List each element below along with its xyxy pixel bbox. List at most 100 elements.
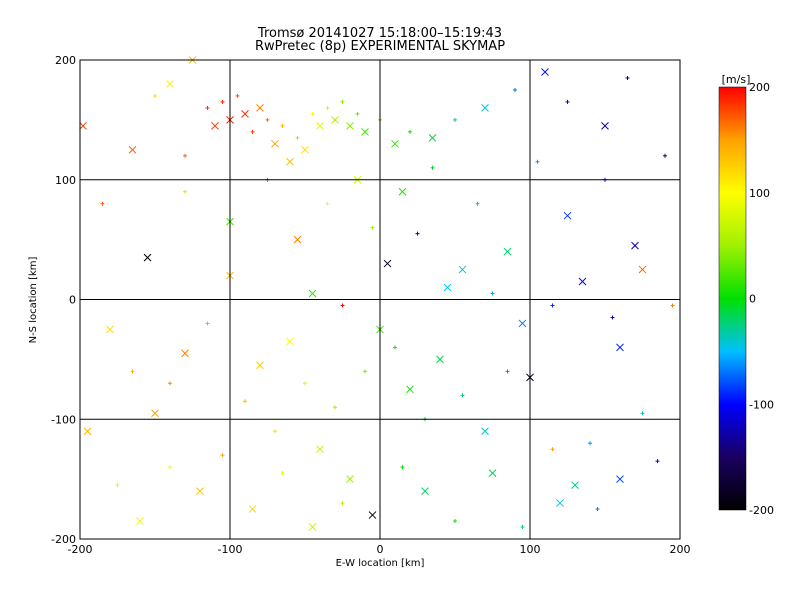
scatter-point: [265, 117, 270, 122]
scatter-point: [631, 241, 639, 250]
scatter-point: [556, 499, 564, 507]
colorbar-tick-label: 100: [749, 187, 770, 200]
x-tick-label: -100: [218, 543, 243, 556]
scatter-point: [363, 369, 367, 374]
scatter-point: [256, 361, 264, 370]
scatter-point: [130, 369, 135, 374]
scatter-point: [393, 345, 397, 350]
scatter-point: [100, 201, 105, 206]
chart-title: Tromsø 20141027 15:18:00–15:19:43: [257, 26, 502, 41]
scatter-point: [333, 405, 337, 410]
scatter-point: [475, 201, 480, 206]
scatter-point: [616, 475, 624, 483]
scatter-point: [205, 321, 210, 326]
scatter-point: [316, 122, 324, 130]
scatter-point: [168, 381, 172, 386]
scatter-point: [346, 475, 354, 483]
scatter-point: [153, 93, 157, 98]
scatter-point: [518, 319, 527, 328]
colorbar-tick-label: -200: [749, 504, 774, 517]
scatter-point: [331, 116, 339, 124]
scatter-point: [488, 469, 497, 477]
scatter-point: [535, 159, 540, 164]
y-axis-label: N-S location [km]: [28, 257, 39, 344]
scatter-point: [625, 75, 630, 80]
scatter-point: [383, 259, 392, 268]
scatter-point: [340, 501, 345, 506]
scatter-point: [408, 129, 412, 134]
scatter-point: [286, 157, 294, 166]
scatter-point: [308, 523, 317, 531]
scatter-point: [136, 517, 144, 525]
scatter-point: [340, 99, 345, 104]
scatter-point: [220, 453, 225, 458]
scatter-point: [316, 445, 324, 454]
scatter-point: [325, 201, 330, 206]
scatter-point: [458, 265, 467, 274]
y-tick-label: 0: [69, 294, 76, 307]
scatter-point: [241, 110, 249, 118]
scatter-point: [280, 123, 285, 128]
scatter-point: [205, 105, 210, 110]
scatter-point: [295, 135, 300, 140]
scatter-point: [370, 225, 375, 230]
scatter-point: [248, 505, 257, 513]
scatter-point: [256, 104, 264, 112]
scatter-point: [243, 399, 247, 404]
scatter-point: [400, 465, 405, 470]
scatter-point: [640, 411, 645, 416]
scatter-point: [310, 111, 315, 116]
scatter-point: [166, 80, 174, 88]
scatter-point: [563, 211, 572, 220]
scatter-point: [670, 303, 675, 308]
scatter-point: [565, 99, 570, 104]
chart-subtitle: RwPretec (8p) EXPERIMENTAL SKYMAP: [255, 39, 505, 54]
scatter-point: [550, 303, 555, 308]
scatter-point: [415, 231, 420, 236]
scatter-point: [143, 253, 152, 262]
scatter-point: [286, 337, 294, 346]
colorbar-tick-labels: 200 100 0 -100 -200: [749, 81, 774, 517]
scatter-point: [398, 187, 407, 196]
y-tick-labels: -200 -100 0 100 200: [51, 54, 76, 546]
colorbar-label: [m/s]: [722, 73, 751, 86]
scatter-point: [505, 369, 510, 374]
scatter-point: [340, 303, 345, 308]
scatter-point: [196, 487, 204, 495]
scatter-point: [443, 283, 452, 292]
x-tick-label: 200: [670, 543, 691, 556]
scatter-point: [308, 289, 317, 298]
scatter-point: [346, 122, 354, 130]
scatter-point: [280, 471, 285, 476]
scatter-point: [616, 343, 624, 352]
x-axis-label: E-W location [km]: [336, 558, 425, 569]
scatter-point: [83, 427, 92, 436]
scatter-point: [481, 104, 489, 112]
colorbar: [m/s] 200 100 0 -100 -200: [718, 73, 774, 517]
scatter-point: [571, 481, 579, 489]
scatter-point: [220, 99, 225, 104]
y-tick-label: 200: [55, 54, 76, 67]
y-tick-label: -200: [51, 533, 76, 546]
colorbar-tick-label: 0: [749, 293, 756, 306]
y-tick-label: -100: [51, 413, 76, 426]
x-tick-label: 0: [377, 543, 384, 556]
scatter-point: [601, 122, 609, 130]
scatter-point: [325, 105, 330, 110]
colorbar-gradient: [718, 86, 747, 511]
scatter-point: [578, 277, 587, 286]
scatter-point: [79, 122, 87, 130]
scatter-point: [550, 447, 555, 452]
scatter-point: [610, 315, 615, 320]
scatter-point: [428, 133, 437, 142]
colorbar-tick-label: 200: [749, 81, 770, 94]
scatter-point: [541, 68, 549, 76]
scatter-point: [406, 385, 414, 394]
scatter-point: [235, 93, 240, 98]
scatter-point: [183, 189, 187, 194]
scatter-point: [303, 381, 307, 386]
scatter-point: [115, 483, 120, 488]
scatter-point: [481, 427, 489, 436]
scatter-point: [368, 511, 377, 519]
